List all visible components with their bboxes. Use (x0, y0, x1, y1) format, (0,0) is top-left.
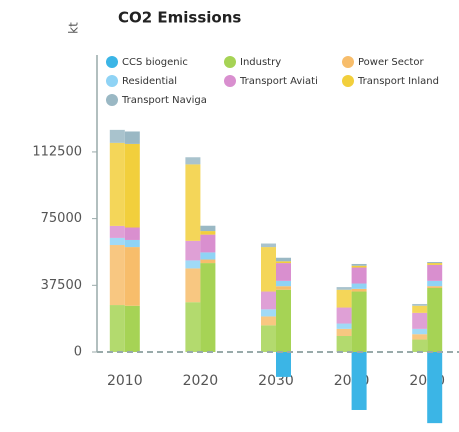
legend-swatch (106, 56, 118, 68)
bar-segment (109, 129, 125, 143)
bar-segment (412, 303, 428, 306)
bar-segment (109, 225, 125, 238)
bar-segment (124, 227, 140, 240)
bar-segment (124, 247, 140, 306)
bar-segment (427, 352, 443, 424)
chart-title: CO2 Emissions (118, 9, 241, 27)
legend-swatch (224, 56, 236, 68)
bar-segment (276, 286, 291, 290)
bar-segment (336, 335, 352, 353)
bar-segment (427, 287, 443, 353)
bar-segment (185, 164, 201, 241)
y-axis-label: kt (67, 22, 81, 34)
bar-segment (124, 305, 140, 353)
legend-label: Transport Inland (357, 76, 439, 87)
bar-segment (412, 334, 428, 340)
bar-segment (351, 283, 367, 289)
bar-segment (200, 259, 216, 264)
bar-segment (200, 225, 216, 232)
bar-segment (261, 243, 276, 248)
bar-segment (412, 305, 428, 313)
bar-segment (351, 267, 367, 284)
bar-segment (200, 231, 216, 235)
y-tick-label: 75000 (41, 211, 82, 226)
x-tick-label: 2020 (183, 373, 219, 389)
x-tick-label: 2030 (258, 373, 294, 389)
legend-swatch (106, 94, 118, 106)
legend-swatch (342, 56, 354, 68)
bar-segment (185, 260, 201, 269)
bar-segment (200, 252, 216, 260)
legend-label: Residential (122, 76, 177, 87)
bar-segment (351, 352, 367, 410)
x-tick-label: 2010 (107, 373, 143, 389)
bar-segment (276, 257, 291, 262)
bar-segment (336, 287, 352, 290)
bar-segment (109, 245, 125, 306)
bar-segment (261, 309, 276, 317)
bar-segment (427, 263, 443, 265)
y-tick-label: 0 (74, 345, 82, 360)
bar-segment (261, 316, 276, 326)
bar-segment (109, 305, 125, 353)
bar-segment (276, 289, 291, 353)
bar-segment (185, 240, 201, 261)
bar-segment (276, 280, 291, 287)
bar-segment (124, 239, 140, 248)
legend-label: Transport Naviga (121, 95, 207, 106)
y-tick-label: 112500 (32, 144, 82, 159)
bar-segment (412, 328, 428, 335)
bar-segment (336, 289, 352, 308)
bar-segment (351, 291, 367, 353)
bar-segment (351, 265, 367, 268)
bar-segment (276, 352, 291, 377)
bar-segment (200, 263, 216, 353)
legend-label: Industry (240, 57, 281, 68)
legend-label: CCS biogenic (122, 57, 188, 68)
bar-segment (124, 143, 140, 228)
bar-segment (336, 307, 352, 324)
bar-segment (109, 237, 125, 246)
bar-segment (109, 142, 125, 226)
bar-segment (427, 262, 443, 264)
bar-segment (412, 339, 428, 353)
legend-label: Transport Aviati (239, 76, 318, 87)
bar-segment (261, 247, 276, 292)
bar-segment (351, 263, 367, 266)
bar-segment (185, 302, 201, 353)
bar-segment (336, 323, 352, 329)
y-tick-label: 37500 (41, 278, 82, 293)
bar-segment (185, 268, 201, 303)
bar-segment (336, 328, 352, 336)
legend-swatch (342, 75, 354, 87)
legend-swatch (224, 75, 236, 87)
bar-segment (185, 157, 201, 165)
bar-segment (427, 280, 443, 287)
bar-segment (412, 312, 428, 329)
bar-segment (276, 261, 291, 264)
bar-segment (200, 234, 216, 253)
bar-segment (427, 286, 443, 288)
bar-segment (124, 131, 140, 144)
bar-segment (261, 325, 276, 353)
legend-swatch (106, 75, 118, 87)
bar-segment (261, 291, 276, 310)
bar-segment (276, 263, 291, 281)
legend-label: Power Sector (358, 57, 424, 68)
bar-segment (351, 288, 367, 292)
bar-segment (427, 264, 443, 281)
